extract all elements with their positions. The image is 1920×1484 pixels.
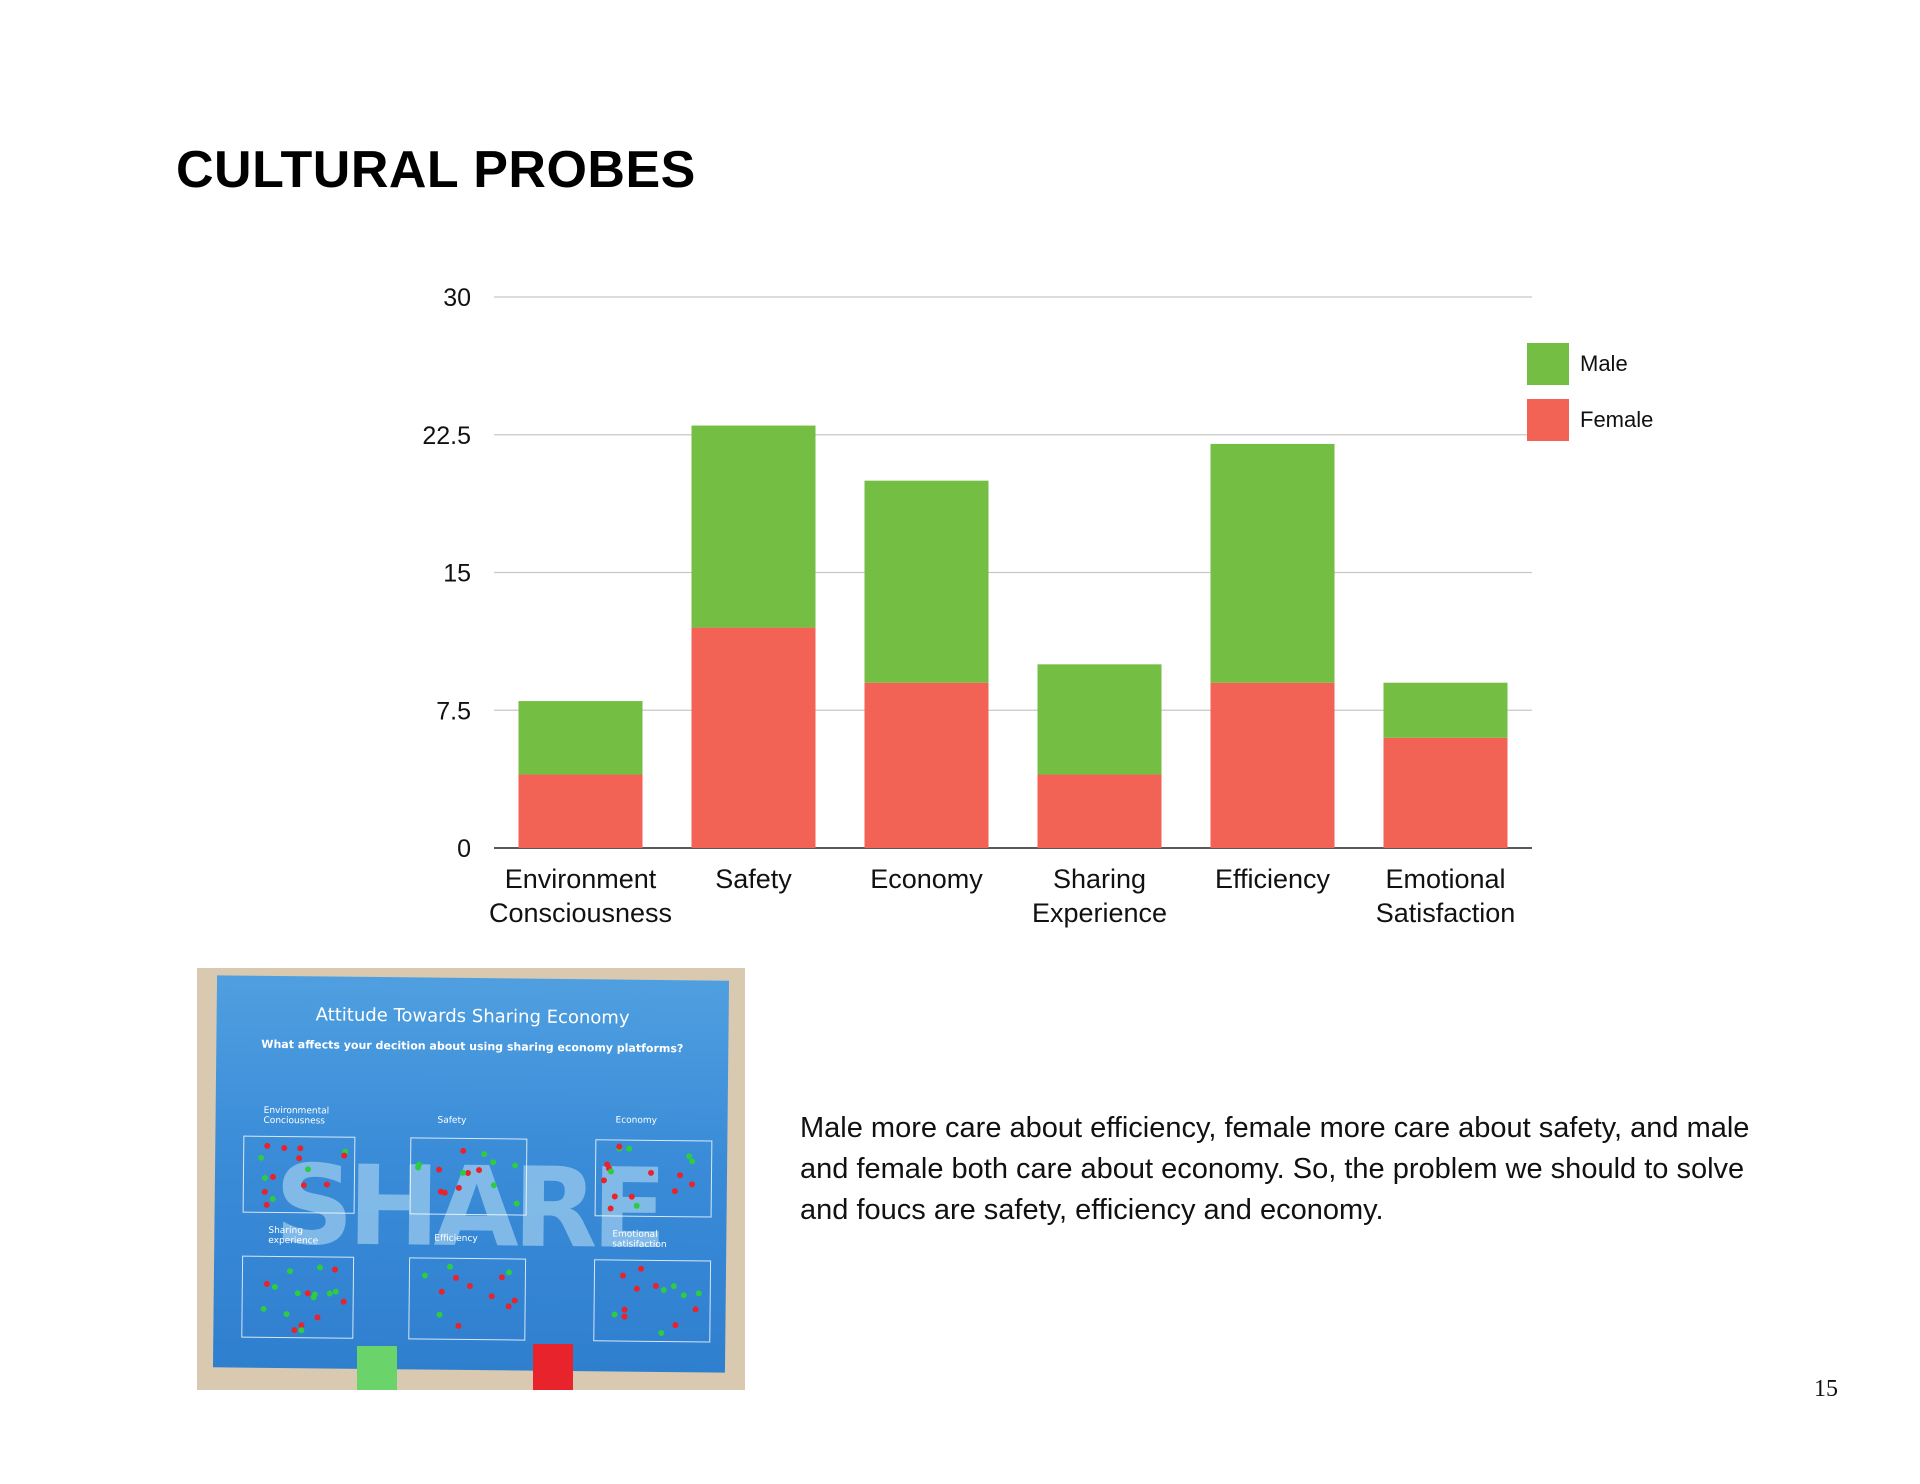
poster-title: Attitude Towards Sharing Economy: [315, 1004, 630, 1029]
sticker-dot: [436, 1166, 443, 1173]
chart-bars: [518, 425, 1508, 848]
y-tick-label: 0: [457, 835, 471, 863]
bar-male: [691, 425, 816, 628]
chart-legend: Male Female: [1527, 343, 1653, 441]
legend-swatch-female: [1527, 399, 1569, 441]
x-tick-label: Efficiency: [1215, 864, 1331, 894]
x-tick-label: Economy: [870, 864, 983, 894]
sticker-dot: [264, 1280, 271, 1287]
sticker-dot: [621, 1313, 628, 1320]
sticker-dot: [626, 1145, 633, 1152]
sticker-dot: [421, 1272, 428, 1279]
sticker-dot: [314, 1313, 321, 1320]
x-axis-labels: Environment Consciousness Safety Economy Sha…: [489, 864, 1515, 928]
sticker-dot: [680, 1292, 687, 1299]
cultural-probe-photo: SHARE Attitude Towards Sharing Economy W…: [197, 968, 745, 1390]
sticker-dot: [261, 1188, 268, 1195]
poster-label-environment: Environmental Conciousness: [263, 1105, 330, 1127]
x-tick-label: Sharing Experience: [1032, 864, 1167, 928]
sticker-dot: [505, 1269, 512, 1276]
sticker-dot: [619, 1272, 626, 1279]
poster-label-economy: Economy: [615, 1115, 658, 1126]
sticker-dot: [616, 1143, 623, 1150]
bar-female: [518, 774, 643, 848]
bar-female: [1037, 774, 1162, 848]
page-title: CULTURAL PROBES: [176, 141, 696, 199]
sticker-dot: [295, 1154, 303, 1162]
sticker-dot: [611, 1311, 618, 1318]
sticker-dot: [601, 1177, 608, 1184]
poster-label-emotional: Emotional satisifaction: [612, 1229, 667, 1251]
bar-female: [1210, 682, 1335, 848]
sticker-dot: [692, 1306, 699, 1313]
sticker-dot: [657, 1329, 664, 1336]
bar-male: [864, 480, 989, 683]
x-tick-label: Safety: [715, 864, 792, 894]
green-sticker-sheet: [357, 1346, 397, 1390]
sticker-dot: [452, 1274, 460, 1281]
sticker-dot: [611, 1193, 618, 1200]
chart-gridlines: [494, 296, 1532, 849]
y-tick-label: 30: [443, 284, 471, 312]
sticker-dot: [304, 1166, 311, 1173]
poster-label-efficiency: Efficiency: [434, 1233, 478, 1245]
poster-label-sharing: Sharing experience: [268, 1225, 319, 1247]
sticker-dot: [332, 1266, 339, 1273]
y-tick-label: 15: [443, 560, 471, 588]
y-tick-label: 7.5: [436, 697, 471, 725]
sticker-dot: [660, 1286, 667, 1293]
bar-male: [1383, 682, 1508, 738]
bar-male: [1037, 664, 1162, 775]
poster-box-6: [593, 1259, 712, 1343]
sticker-dot: [304, 1290, 311, 1297]
sticker-dot: [316, 1263, 323, 1270]
stacked-bar-chart: 0 7.5 15 22.5 30 Environment Consciousness Saf…: [422, 284, 1653, 928]
sticker-dot: [263, 1201, 270, 1208]
sticker-dot: [695, 1290, 702, 1297]
sticker-dot: [670, 1282, 677, 1289]
x-tick-label: Environment Consciousness: [489, 864, 672, 928]
x-tick-label: Emotional Satisfaction: [1376, 864, 1516, 928]
sticker-dot: [672, 1321, 679, 1329]
bar-female: [1383, 737, 1508, 848]
sticker-dot: [511, 1297, 518, 1304]
sticker-dot: [340, 1152, 347, 1159]
legend-swatch-male: [1527, 343, 1569, 385]
sticker-dot: [455, 1322, 462, 1329]
sticker-dot: [686, 1153, 693, 1160]
legend-label-male: Male: [1580, 351, 1628, 376]
sticker-dot: [633, 1202, 640, 1209]
sticker-dot: [481, 1150, 488, 1157]
sticker-dot: [671, 1188, 678, 1195]
bar-female: [864, 682, 989, 848]
poster-box-2: [409, 1137, 528, 1216]
sticker-dot: [323, 1181, 330, 1188]
sticker-dot: [296, 1145, 303, 1152]
sticker-dot: [414, 1164, 421, 1171]
slide-caption: Male more care about efficiency, female …: [800, 1112, 1750, 1226]
sticker-dot: [498, 1274, 505, 1281]
bar-female: [691, 627, 816, 848]
sticker-dot: [621, 1306, 628, 1313]
sticker-dot: [490, 1158, 497, 1166]
bar-male: [1210, 443, 1335, 683]
y-tick-label: 22.5: [422, 422, 471, 450]
sticker-dot: [688, 1181, 695, 1188]
sticker-dots: [217, 975, 729, 1336]
poster-label-safety: Safety: [437, 1115, 467, 1126]
page-number: 15: [1814, 1376, 1838, 1402]
poster-subtitle: What affects your decition about using s…: [261, 1037, 684, 1056]
poster: SHARE Attitude Towards Sharing Economy W…: [212, 975, 730, 1373]
sticker-dot: [447, 1263, 454, 1270]
red-sticker-sheet: [533, 1344, 573, 1390]
legend-label-female: Female: [1580, 407, 1653, 432]
y-axis-ticks: 0 7.5 15 22.5 30: [422, 284, 471, 863]
bar-male: [518, 701, 643, 775]
